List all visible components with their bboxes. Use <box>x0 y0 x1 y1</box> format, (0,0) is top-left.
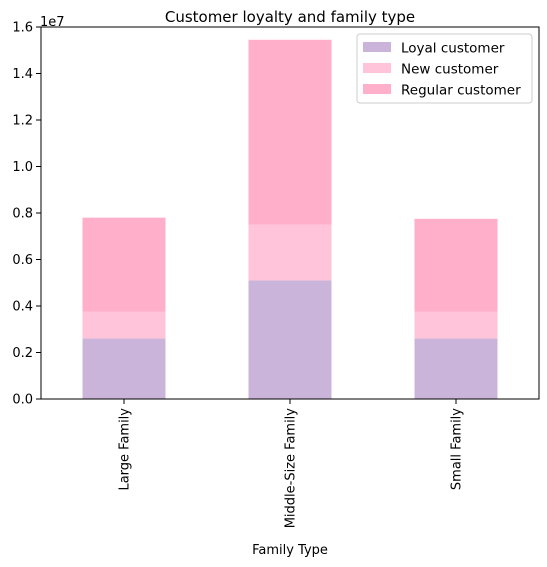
y-tick-label: 1.0 <box>12 160 33 175</box>
y-tick-label: 1.4 <box>12 67 33 82</box>
bars-group <box>82 39 498 399</box>
legend-swatch <box>363 42 391 52</box>
plot-frame <box>40 26 540 400</box>
bar-middle-size-family-new-customer <box>248 224 332 281</box>
bar-large-family-new-customer <box>82 311 166 339</box>
y-axis: 0.0 0.2 0.4 0.6 0.8 1.0 1.2 1.4 1.6 <box>12 21 41 408</box>
legend: Loyal customer New customer Regular custom… <box>356 33 533 104</box>
bar-large-family-regular-customer <box>82 217 166 312</box>
legend-label: Regular customer <box>401 83 521 99</box>
y-axis-offset-label: 1e7 <box>40 15 65 30</box>
bar-large-family-loyal-customer <box>82 338 166 399</box>
y-tick-label: 0.4 <box>12 300 33 315</box>
legend-label: New customer <box>401 62 499 78</box>
legend-label: Loyal customer <box>401 41 505 57</box>
y-tick-label: 0.8 <box>12 207 33 222</box>
y-tick-label: 0.0 <box>12 393 33 408</box>
legend-frame <box>356 33 533 104</box>
x-axis: Large Family Middle-Size Family Small Fami… <box>118 399 465 528</box>
y-tick-label: 0.2 <box>12 346 33 361</box>
chart-title: Customer loyalty and family type <box>165 8 415 26</box>
bar-small-family-new-customer <box>414 311 498 339</box>
bar-middle-size-family-regular-customer <box>248 39 332 225</box>
legend-swatch <box>363 84 391 94</box>
y-tick-label: 0.6 <box>12 253 33 268</box>
y-tick-label: 1.2 <box>12 114 33 129</box>
bar-middle-size-family-loyal-customer <box>248 280 332 399</box>
x-tick-label: Middle-Size Family <box>284 408 299 529</box>
x-tick-label: Large Family <box>118 408 133 491</box>
bar-small-family-regular-customer <box>414 218 498 312</box>
bar-small-family-loyal-customer <box>414 338 498 399</box>
x-axis-label: Family Type <box>252 543 328 558</box>
y-tick-label: 1.6 <box>12 21 33 36</box>
legend-swatch <box>363 63 391 73</box>
x-tick-label: Small Family <box>450 408 465 490</box>
